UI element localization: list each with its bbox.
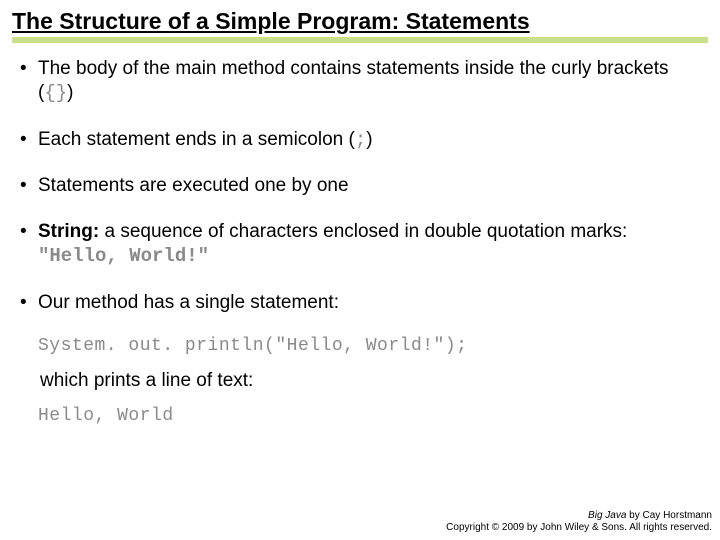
bullet-1-pre: The body of the main method contains sta… [38, 58, 669, 103]
bullet-3: Statements are executed one by one [20, 174, 708, 198]
sub-text: which prints a line of text: [12, 370, 708, 392]
bullet-4-mid: a sequence of characters enclosed in dou… [99, 221, 627, 242]
footer-author: by Cay Horstmann [626, 510, 712, 521]
bullet-2: Each statement ends in a semicolon (;) [20, 128, 708, 153]
bullet-4: String: a sequence of characters enclose… [20, 220, 708, 269]
bullet-4-bold: String: [38, 221, 99, 242]
bullet-2-code: ; [355, 129, 366, 151]
bullet-4-code: "Hello, World!" [38, 245, 209, 267]
bullet-list: The body of the main method contains sta… [12, 57, 708, 314]
output-line: Hello, World [12, 406, 708, 426]
bullet-1-code: {} [44, 82, 67, 104]
bullet-2-pre: Each statement ends in a semicolon ( [38, 129, 355, 150]
bullet-1-post: ) [67, 82, 73, 103]
footer: Big Java by Cay Horstmann Copyright © 20… [446, 510, 712, 534]
footer-book-title: Big Java [588, 510, 626, 521]
bullet-5: Our method has a single statement: [20, 291, 708, 315]
footer-copyright: Copyright © 2009 by John Wiley & Sons. A… [446, 522, 712, 534]
footer-line-1: Big Java by Cay Horstmann [446, 510, 712, 522]
code-statement: System. out. println("Hello, World!"); [12, 336, 708, 356]
slide-title: The Structure of a Simple Program: State… [12, 8, 708, 35]
bullet-2-post: ) [366, 129, 372, 150]
bullet-1: The body of the main method contains sta… [20, 57, 708, 106]
title-divider [12, 37, 708, 43]
